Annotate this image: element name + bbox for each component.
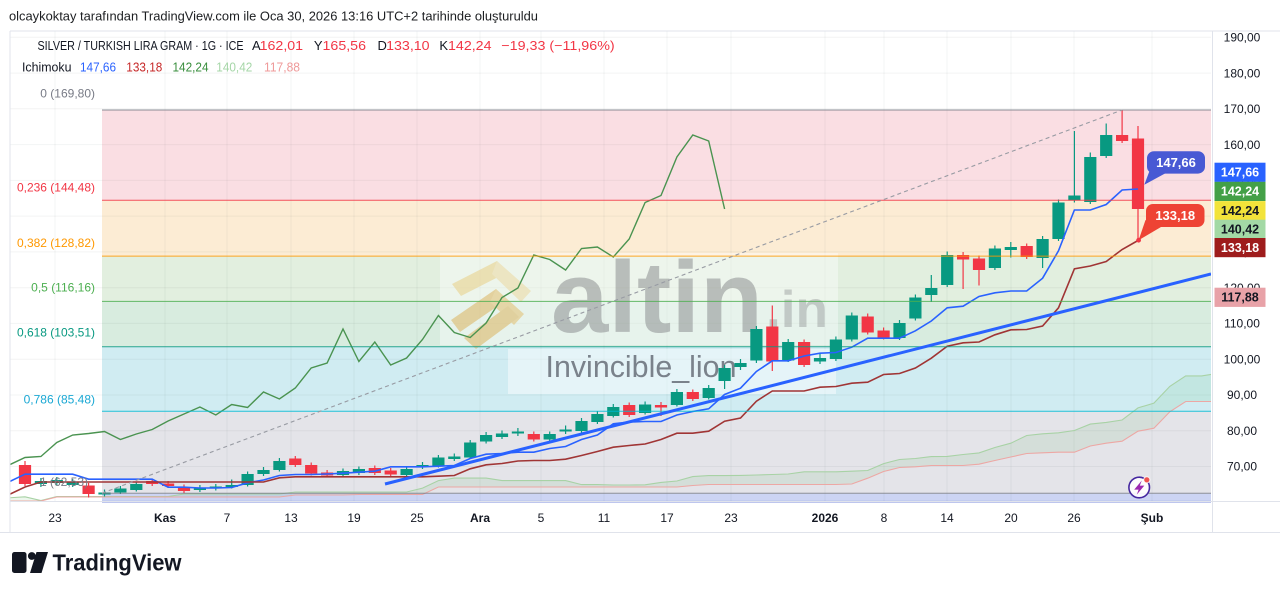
svg-text:25: 25 [410, 511, 424, 525]
svg-text:Invincible_lion: Invincible_lion [546, 349, 737, 384]
svg-text:23: 23 [48, 511, 62, 525]
svg-text:133,18: 133,18 [1221, 241, 1259, 255]
svg-text:80,00: 80,00 [1227, 424, 1257, 438]
svg-text:142,24: 142,24 [173, 60, 209, 75]
svg-text:Şub: Şub [1141, 511, 1164, 525]
svg-text:Ichimoku: Ichimoku [22, 60, 72, 75]
svg-text:olcaykoktay tarafından Trading: olcaykoktay tarafından TradingView.com i… [9, 9, 538, 23]
svg-text:70,00: 70,00 [1227, 460, 1257, 474]
svg-text:142,24: 142,24 [1221, 204, 1259, 218]
svg-text:142,24: 142,24 [448, 38, 492, 53]
svg-text:Kas: Kas [154, 511, 176, 525]
svg-text:142,24: 142,24 [1221, 185, 1259, 199]
svg-text:147,66: 147,66 [80, 60, 116, 75]
svg-text:8: 8 [881, 511, 888, 525]
svg-text:117,88: 117,88 [264, 60, 300, 75]
svg-text:7: 7 [224, 511, 231, 525]
svg-text:110,00: 110,00 [1224, 317, 1260, 331]
svg-text:140,42: 140,42 [1221, 223, 1259, 237]
svg-text:90,00: 90,00 [1227, 388, 1257, 402]
svg-text:170,00: 170,00 [1224, 102, 1261, 116]
svg-text:20: 20 [1004, 511, 1018, 525]
svg-text:133,10: 133,10 [386, 38, 430, 53]
svg-text:162,01: 162,01 [260, 38, 304, 53]
svg-text:23: 23 [724, 511, 738, 525]
svg-text:190,00: 190,00 [1224, 31, 1261, 45]
svg-text:0,382 (128,82): 0,382 (128,82) [17, 236, 95, 250]
svg-text:147,66: 147,66 [1156, 155, 1196, 170]
svg-text:0,5 (116,16): 0,5 (116,16) [31, 281, 95, 295]
svg-text:0 (169,80): 0 (169,80) [40, 87, 95, 101]
svg-text:11: 11 [598, 511, 611, 525]
svg-text:13: 13 [284, 511, 298, 525]
svg-text:SILVER / TURKISH LIRA GRAM · 1: SILVER / TURKISH LIRA GRAM · 1G · ICE [38, 38, 244, 53]
svg-text:100,00: 100,00 [1224, 352, 1261, 366]
svg-text:Ara: Ara [470, 511, 490, 525]
svg-text:180,00: 180,00 [1224, 66, 1261, 80]
svg-text:altin: altin [551, 242, 763, 354]
svg-text:1 (62,53): 1 (62,53) [40, 475, 88, 489]
svg-text:0,618 (103,51): 0,618 (103,51) [17, 326, 95, 340]
svg-text:117,88: 117,88 [1221, 291, 1259, 305]
svg-text:TradingView: TradingView [53, 550, 183, 576]
svg-text:160,00: 160,00 [1224, 138, 1261, 152]
svg-text:5: 5 [538, 511, 545, 525]
svg-text:0,786 (85,48): 0,786 (85,48) [24, 392, 95, 406]
svg-text:133,18: 133,18 [126, 60, 162, 75]
svg-text:140,42: 140,42 [216, 60, 252, 75]
svg-text:14: 14 [940, 511, 954, 525]
svg-text:133,18: 133,18 [1155, 208, 1195, 223]
svg-text:26: 26 [1067, 511, 1081, 525]
svg-text:0,236 (144,48): 0,236 (144,48) [17, 181, 95, 195]
svg-text:17: 17 [660, 511, 674, 525]
svg-text:165,56: 165,56 [323, 38, 367, 53]
svg-text:19: 19 [347, 511, 361, 525]
svg-text:147,66: 147,66 [1221, 166, 1259, 180]
svg-text:−19,33 (−11,96%): −19,33 (−11,96%) [501, 38, 614, 53]
svg-text:2026: 2026 [812, 511, 839, 525]
